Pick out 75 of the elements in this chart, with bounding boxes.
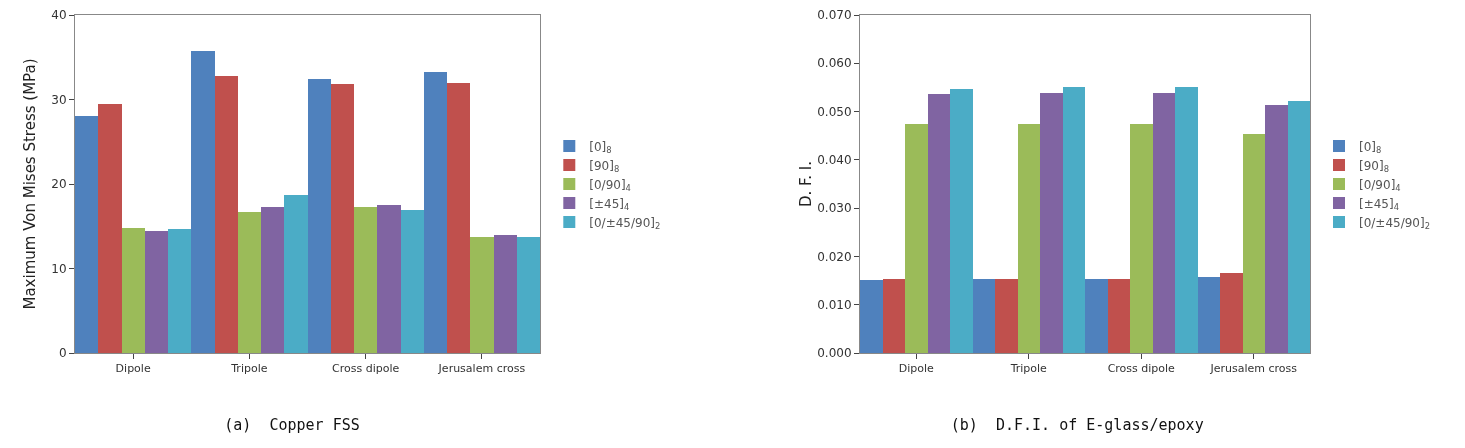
x-tick-label: Dipole [898, 362, 935, 376]
x-tick-label: Tripole [1009, 362, 1048, 376]
y-tick-label: 0.000 [817, 346, 852, 361]
legend-label: [±45]$_{4}$ [1359, 196, 1400, 213]
legend-label: [0/±45/90]$_{2}$ [589, 215, 661, 232]
bar [1243, 134, 1265, 353]
y-tick-label: 0.050 [817, 104, 852, 119]
bar [1198, 277, 1220, 353]
bar [215, 76, 238, 353]
bar [995, 279, 1018, 353]
bar [1108, 279, 1130, 353]
bar [401, 210, 424, 353]
bar [860, 280, 883, 353]
y-tick-label: 0.040 [817, 153, 852, 168]
bar [1018, 124, 1040, 353]
y-axis-title: Maximum Von Mises Stress (MPa) [21, 58, 39, 310]
legend-label: [0/±45/90]$_{2}$ [1359, 215, 1431, 232]
bar [1063, 87, 1085, 353]
y-tick-label: 30 [51, 92, 67, 107]
bar [377, 205, 401, 353]
bar [424, 72, 447, 353]
bar [1130, 124, 1153, 353]
bar [905, 124, 928, 353]
text: (a) Copper FSS [224, 416, 360, 435]
y-tick-label: 40 [51, 8, 67, 23]
text: (b) D.F.I. of E-glass/epoxy [950, 416, 1204, 435]
bar [168, 229, 191, 353]
bar [1040, 93, 1063, 353]
bar [883, 279, 905, 353]
y-tick-label: 0.060 [817, 56, 852, 71]
bar [1220, 273, 1243, 353]
y-tick-label: 10 [51, 261, 67, 276]
x-tick-label: Cross dipole [332, 362, 400, 376]
bar [1288, 101, 1310, 353]
y-tick-label: 0.070 [817, 8, 852, 23]
bar [354, 207, 377, 353]
bar [238, 212, 261, 353]
legend-label: [0]$_{8}$ [589, 139, 612, 156]
bar [191, 51, 215, 353]
y-tick-label: 0 [58, 346, 67, 361]
legend-label: [±45]$_{4}$ [589, 196, 630, 213]
bar [75, 116, 98, 353]
bar [145, 231, 168, 353]
y-tick-label: 0.030 [817, 201, 852, 216]
y-axis-title: D. F. I. [797, 160, 816, 208]
bar [122, 228, 145, 353]
legend-label: [0]$_{8}$ [1359, 139, 1382, 156]
y-tick-label: 20 [51, 177, 67, 192]
bar [517, 237, 540, 353]
legend-label: [90]$_{8}$ [1359, 158, 1389, 175]
bar [494, 235, 517, 353]
bar [284, 195, 308, 353]
bar [331, 84, 354, 353]
bar [447, 83, 470, 353]
y-tick-label: 0.020 [817, 249, 852, 264]
bar [98, 104, 122, 353]
bar [973, 279, 995, 353]
bar [470, 237, 494, 353]
legend-label: [0/90]$_{4}$ [589, 177, 631, 194]
x-tick-label: Jerusalem cross [1209, 362, 1298, 376]
bar [261, 207, 284, 353]
x-tick-label: Jerusalem cross [437, 362, 526, 376]
bar [1153, 93, 1175, 353]
bar [1175, 87, 1198, 353]
y-tick-label: 0.010 [817, 297, 852, 312]
legend-label: [0/90]$_{4}$ [1359, 177, 1401, 194]
bar [1085, 279, 1108, 353]
bar [928, 94, 950, 353]
bar [1265, 105, 1288, 353]
legend-label: [90]$_{8}$ [589, 158, 620, 175]
x-tick-label: Cross dipole [1107, 362, 1176, 376]
bar [950, 89, 973, 353]
bar [308, 79, 331, 353]
x-tick-label: Dipole [115, 362, 151, 376]
x-tick-label: Tripole [230, 362, 268, 376]
